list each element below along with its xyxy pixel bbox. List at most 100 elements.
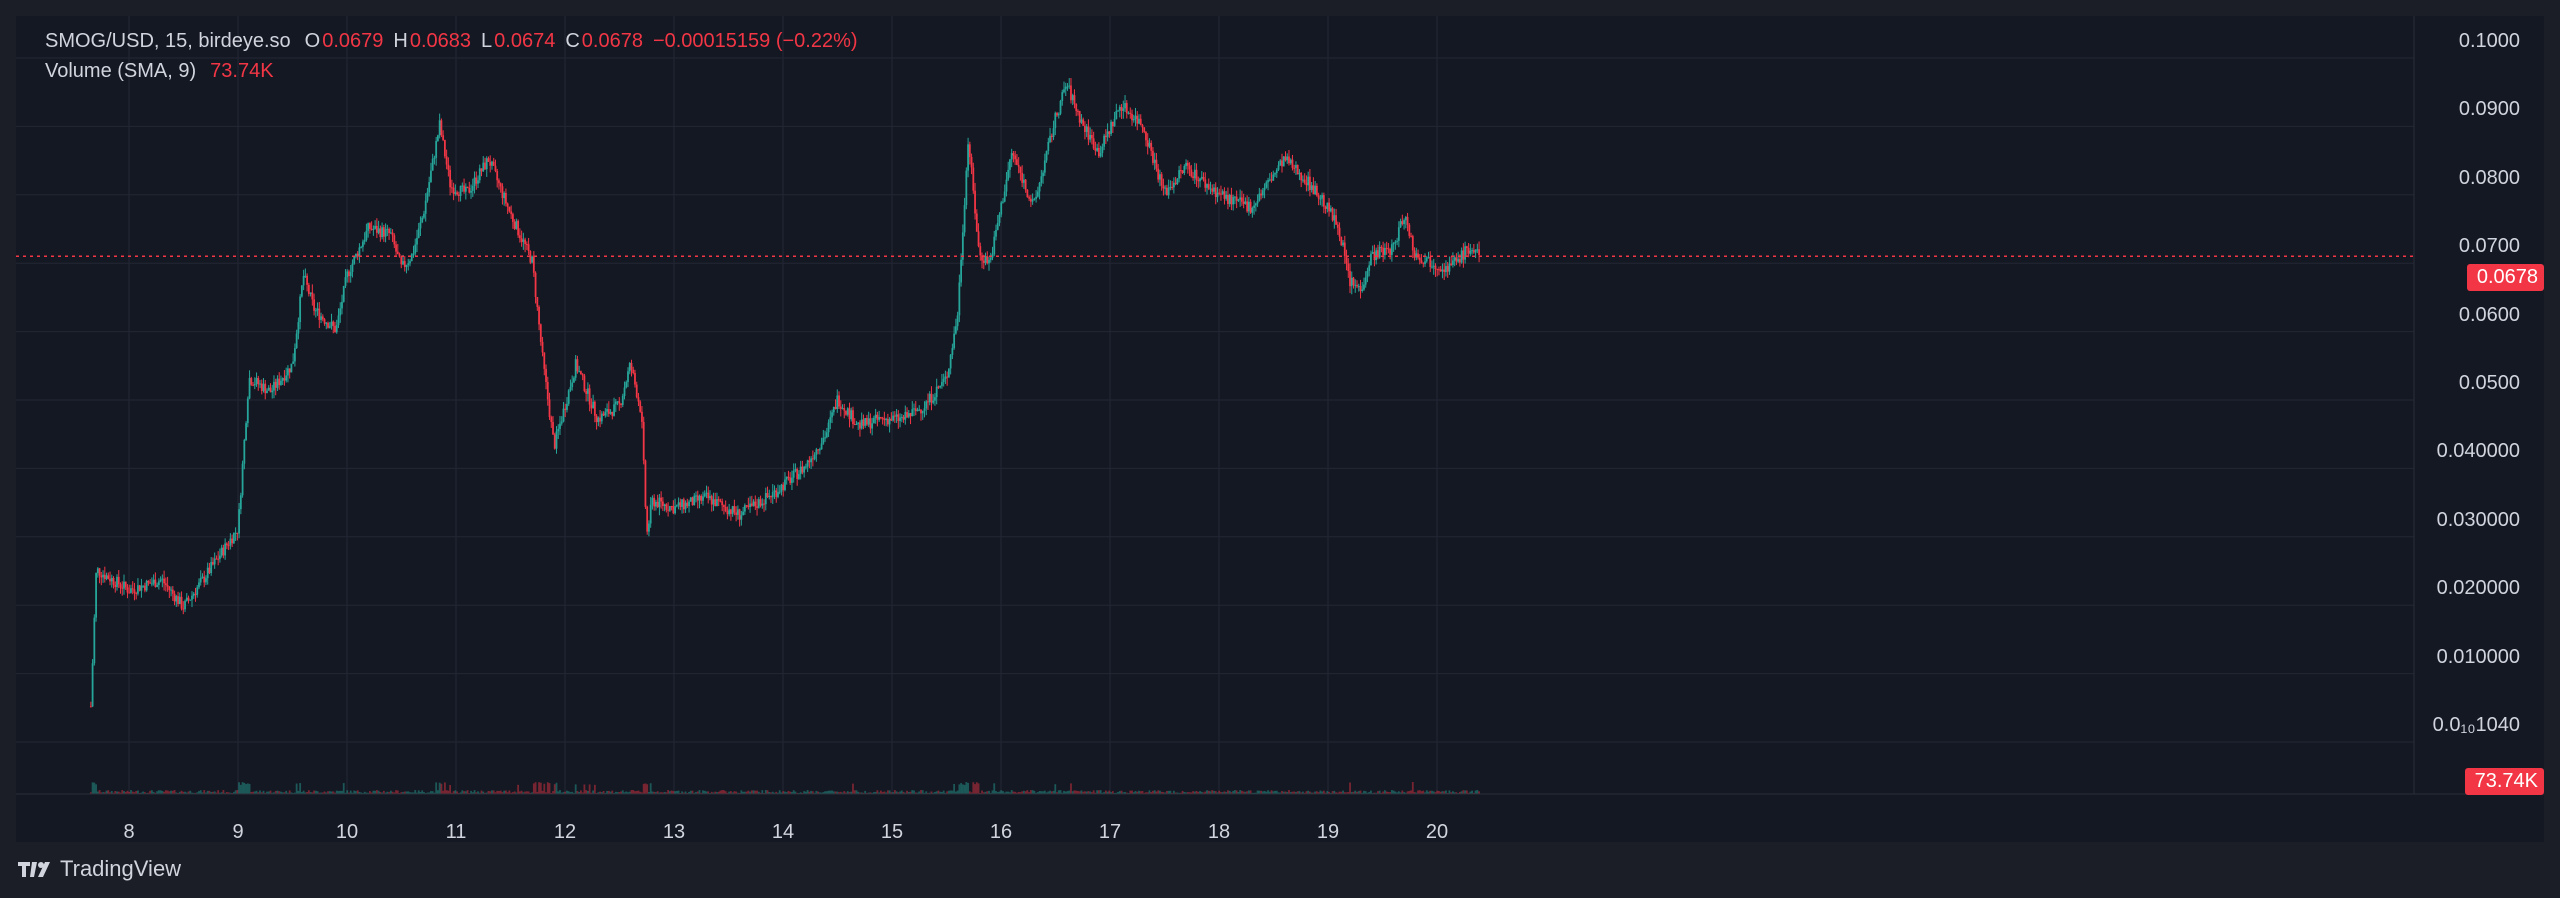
- volume-bar: [756, 790, 758, 794]
- volume-bar: [386, 791, 389, 794]
- volume-bar: [295, 783, 298, 794]
- volume-bar: [1118, 791, 1121, 794]
- candle-body: [1094, 148, 1097, 151]
- candle-body: [822, 437, 825, 444]
- candle-body: [1302, 179, 1304, 181]
- candle-body: [409, 261, 411, 264]
- candle-body: [653, 497, 656, 507]
- candle-body: [1143, 127, 1146, 133]
- candle-body: [1296, 164, 1299, 175]
- volume-bar: [1176, 792, 1179, 794]
- candle-body: [1148, 142, 1151, 147]
- price-chart[interactable]: [16, 16, 2544, 842]
- volume-bar: [1458, 791, 1461, 794]
- volume-bar: [517, 784, 520, 794]
- volume-bar: [705, 791, 708, 794]
- candle-body: [536, 297, 539, 307]
- candle-body: [1022, 179, 1025, 183]
- volume-bar: [304, 792, 307, 794]
- high-value: 0.0683: [409, 30, 472, 52]
- candle-body: [1111, 121, 1114, 127]
- candle-body: [1465, 246, 1468, 249]
- candle-body: [895, 414, 898, 417]
- candle-body: [1441, 269, 1444, 272]
- volume-bar: [853, 790, 856, 794]
- candle-body: [152, 579, 155, 584]
- candle-body: [668, 506, 671, 511]
- candle-body: [998, 214, 1001, 223]
- chart-frame[interactable]: SMOG/USD, 15, birdeye.so O 0.0679 H 0.0683…: [16, 16, 2544, 843]
- volume-bar: [944, 792, 947, 794]
- candle-body: [259, 383, 261, 385]
- candle-body: [1321, 195, 1324, 199]
- candle-body: [804, 466, 807, 468]
- candle-body: [393, 235, 396, 245]
- volume-bar: [337, 791, 340, 794]
- candle-body: [1117, 110, 1119, 112]
- volume-bar: [555, 782, 558, 794]
- candle-body: [1336, 224, 1339, 228]
- candle-body: [299, 296, 302, 323]
- candle-body: [287, 368, 289, 376]
- volume-bar: [236, 790, 239, 794]
- candle-body: [262, 383, 265, 391]
- volume-bar: [1042, 791, 1044, 794]
- candle-body: [524, 239, 527, 245]
- candle-body: [199, 578, 202, 583]
- candle-body: [1445, 266, 1447, 273]
- volume-bar: [604, 792, 607, 794]
- candle-body: [792, 470, 795, 478]
- candle-body: [402, 261, 404, 265]
- candle-body: [1343, 242, 1346, 257]
- volume-bar: [609, 791, 612, 794]
- candle-body: [288, 368, 291, 373]
- symbol-title[interactable]: SMOG/USD, 15, birdeye.so: [45, 30, 291, 52]
- volume-bar: [342, 783, 345, 794]
- candle-body: [185, 597, 188, 601]
- price-tick-label: 0.0800: [2458, 166, 2520, 189]
- volume-bar: [424, 792, 427, 794]
- candle-body: [316, 308, 319, 311]
- candle-body: [1253, 205, 1255, 208]
- volume-bar: [1267, 790, 1269, 794]
- volume-bar: [749, 791, 751, 794]
- volume-bar: [1319, 790, 1322, 794]
- volume-bar: [564, 791, 567, 794]
- volume-bar: [871, 792, 874, 794]
- candle-body: [1016, 159, 1018, 165]
- candle-body: [1335, 215, 1337, 225]
- volume-bar: [498, 791, 500, 794]
- candle-body: [1010, 153, 1013, 160]
- candle-body: [386, 228, 389, 230]
- volume-bar: [1237, 791, 1240, 794]
- volume-bar: [220, 792, 223, 794]
- candle-body: [372, 228, 375, 230]
- volume-bar: [895, 791, 898, 794]
- candle-body: [1404, 216, 1407, 221]
- volume-bar: [567, 791, 570, 794]
- candle-body: [850, 410, 853, 420]
- candle-body: [1066, 86, 1069, 88]
- candle-body: [416, 237, 418, 245]
- volume-bar: [639, 791, 642, 794]
- volume-bar: [1146, 792, 1149, 794]
- candle-body: [447, 164, 450, 170]
- candle-body: [1446, 266, 1449, 272]
- volume-bar: [752, 790, 755, 794]
- volume-bar: [620, 791, 622, 794]
- candle-body: [600, 413, 603, 422]
- candle-body: [1152, 150, 1154, 163]
- volume-bar: [114, 791, 117, 794]
- volume-label[interactable]: Volume (SMA, 9): [45, 60, 197, 82]
- volume-bar: [738, 792, 741, 794]
- volume-bar: [648, 792, 650, 794]
- volume-bar: [934, 791, 936, 794]
- volume-bar: [1338, 791, 1341, 794]
- volume-bar: [1410, 790, 1412, 794]
- brand-name[interactable]: TradingView: [60, 856, 182, 881]
- candle-body: [1124, 103, 1126, 109]
- candle-body: [1089, 134, 1092, 140]
- volume-bar: [1401, 790, 1404, 794]
- volume-bar: [1427, 791, 1430, 794]
- candle-body: [1328, 202, 1330, 212]
